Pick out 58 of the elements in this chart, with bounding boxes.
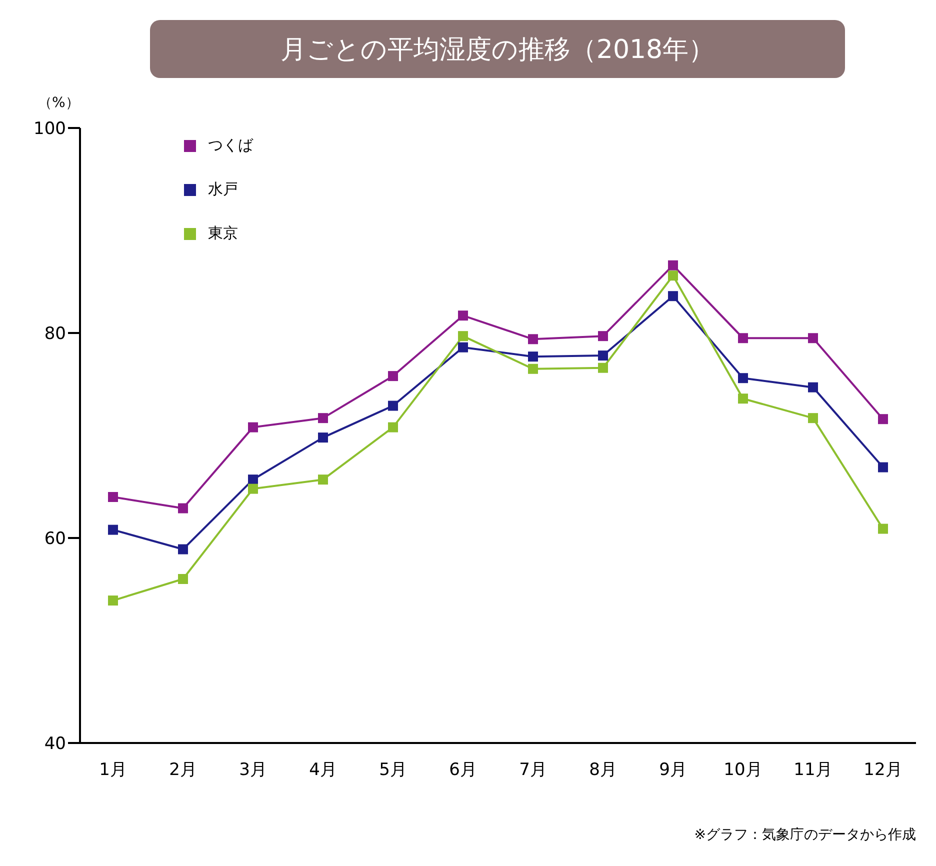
point	[808, 382, 818, 392]
legend-label: 東京	[208, 224, 238, 242]
x-tick-label: 3月	[239, 760, 267, 780]
point	[108, 524, 118, 535]
point	[458, 310, 468, 321]
point	[388, 400, 398, 411]
point	[598, 362, 608, 373]
point	[248, 474, 258, 485]
point	[388, 371, 398, 382]
chart-title: 月ごとの平均湿度の推移（2018年）	[150, 20, 845, 78]
legend-label: 水戸	[208, 180, 238, 198]
point	[458, 342, 468, 352]
legend-label: つくば	[208, 136, 253, 154]
x-tick-label: 2月	[169, 760, 197, 780]
point	[318, 413, 328, 424]
point	[178, 574, 188, 584]
x-tick-label: 4月	[309, 760, 337, 780]
point	[318, 432, 328, 443]
point	[528, 352, 538, 362]
point	[878, 524, 888, 534]
point	[668, 291, 678, 302]
point	[668, 270, 678, 281]
point	[598, 350, 608, 361]
point	[528, 364, 538, 374]
point	[668, 260, 678, 270]
point	[248, 422, 258, 432]
point	[248, 484, 258, 494]
y-tick-label: 100	[34, 119, 66, 140]
point	[738, 373, 748, 384]
x-tick-label: 1月	[99, 760, 127, 780]
x-tick-label: 12月	[864, 760, 902, 780]
point	[388, 422, 398, 432]
y-tick-label: 40	[44, 734, 66, 754]
point	[178, 503, 188, 514]
text: ※グラフ：気象庁のデータから作成	[694, 826, 916, 844]
x-tick-label: 11月	[794, 760, 832, 780]
point	[598, 331, 608, 342]
point	[318, 474, 328, 485]
point	[108, 596, 118, 606]
point	[878, 462, 888, 472]
x-tick-label: 9月	[659, 760, 687, 780]
y-tick-label: 60	[44, 529, 66, 550]
point	[808, 333, 818, 344]
point	[108, 492, 118, 502]
point	[808, 413, 818, 424]
x-tick-label: 7月	[519, 760, 547, 780]
point	[528, 334, 538, 344]
x-tick-label: 8月	[589, 760, 617, 780]
point	[458, 331, 468, 342]
point	[738, 333, 748, 344]
point	[878, 414, 888, 424]
y-axis-title: （%）	[38, 94, 80, 112]
point	[178, 544, 188, 554]
y-tick-label: 80	[44, 324, 66, 344]
x-tick-label: 5月	[379, 760, 407, 780]
x-tick-label: 6月	[449, 760, 477, 780]
x-tick-label: 10月	[724, 760, 762, 780]
point	[738, 394, 748, 404]
